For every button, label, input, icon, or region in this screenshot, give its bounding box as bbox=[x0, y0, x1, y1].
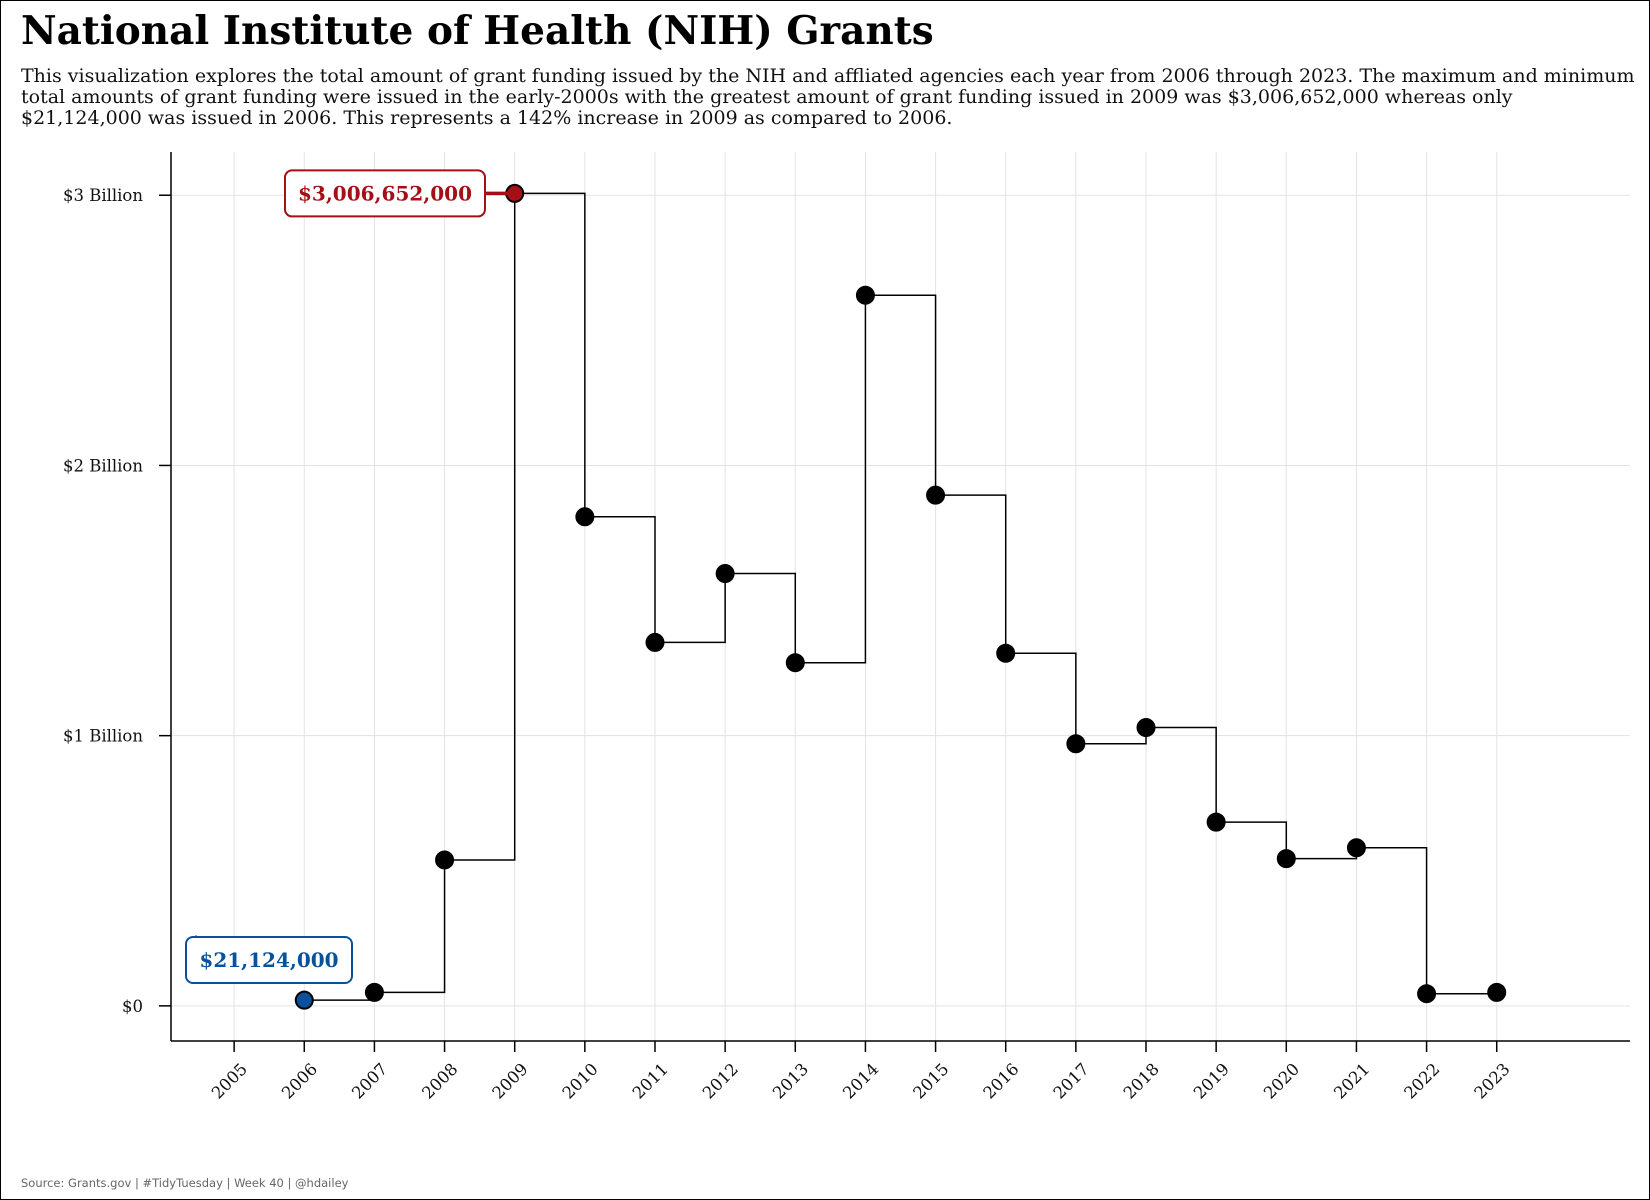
x-tick-label: 2016 bbox=[979, 1059, 1022, 1102]
data-point bbox=[575, 507, 595, 527]
x-tick-label: 2021 bbox=[1330, 1059, 1373, 1102]
data-point bbox=[435, 850, 455, 870]
step-line-layer bbox=[304, 192, 1498, 1001]
data-point bbox=[1066, 734, 1086, 754]
data-point bbox=[1276, 849, 1296, 869]
y-tick-label: $2 Billion bbox=[63, 456, 143, 475]
data-point bbox=[1346, 838, 1366, 858]
data-point bbox=[1136, 718, 1156, 738]
data-point bbox=[785, 653, 805, 673]
min-label-text: $21,124,000 bbox=[199, 948, 338, 972]
x-tick-label: 2018 bbox=[1120, 1059, 1163, 1102]
chart-subtitle: This visualization explores the total am… bbox=[21, 65, 1635, 129]
x-tick-label: 2011 bbox=[629, 1059, 672, 1102]
data-point bbox=[926, 485, 946, 505]
data-point bbox=[364, 982, 384, 1002]
min-label-box bbox=[185, 936, 353, 984]
x-tick-label: 2014 bbox=[839, 1059, 882, 1102]
data-point bbox=[1206, 812, 1226, 832]
max-label-text: $3,006,652,000 bbox=[298, 181, 472, 205]
x-tick-label: 2008 bbox=[418, 1059, 461, 1102]
data-point bbox=[715, 564, 735, 584]
step-line bbox=[304, 192, 1498, 1001]
x-tick-label: 2020 bbox=[1260, 1059, 1303, 1102]
chart-title: National Institute of Health (NIH) Grant… bbox=[21, 8, 934, 54]
x-tick-label: 2017 bbox=[1050, 1059, 1093, 1102]
x-tick-label: 2013 bbox=[769, 1059, 812, 1102]
data-point bbox=[855, 285, 875, 305]
data-points bbox=[294, 183, 1507, 1010]
annotations: $3,006,652,000 $21,124,000 bbox=[185, 169, 515, 984]
data-point bbox=[645, 632, 665, 652]
x-tick-label: 2006 bbox=[278, 1059, 321, 1102]
y-tick-label: $0 bbox=[122, 997, 143, 1016]
x-tick-label: 2022 bbox=[1400, 1059, 1443, 1102]
x-tick-label: 2005 bbox=[208, 1059, 251, 1102]
grid-lines bbox=[171, 152, 1630, 1041]
x-tick-label: 2010 bbox=[559, 1059, 602, 1102]
y-tick-label: $1 Billion bbox=[63, 727, 143, 746]
x-tick-label: 2015 bbox=[909, 1059, 952, 1102]
source-caption: Source: Grants.gov | #TidyTuesday | Week… bbox=[21, 1176, 349, 1190]
max-label-box bbox=[284, 169, 486, 218]
data-point bbox=[1487, 982, 1507, 1002]
data-point bbox=[996, 643, 1016, 663]
x-tick-label: 2012 bbox=[699, 1059, 742, 1102]
y-tick-label: $3 Billion bbox=[63, 186, 143, 205]
x-tick-label: 2023 bbox=[1470, 1059, 1513, 1102]
x-tick-label: 2019 bbox=[1190, 1059, 1233, 1102]
data-point bbox=[1417, 984, 1437, 1004]
x-tick-label: 2009 bbox=[488, 1059, 531, 1102]
x-tick-label: 2007 bbox=[348, 1059, 391, 1102]
data-point-min bbox=[294, 990, 314, 1010]
